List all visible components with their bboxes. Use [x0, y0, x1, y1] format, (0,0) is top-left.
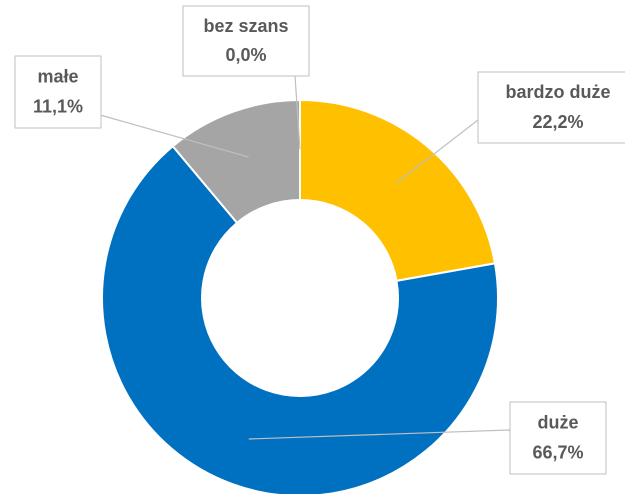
category-label: bez szans — [203, 16, 288, 36]
value-label: 66,7% — [532, 443, 583, 463]
category-label: duże — [537, 412, 578, 432]
category-label: bardzo duże — [505, 82, 610, 102]
value-label: 11,1% — [33, 97, 83, 117]
label-box — [182, 5, 310, 77]
label-box — [509, 401, 607, 475]
leader-line — [294, 75, 301, 150]
category-label: małe — [37, 66, 78, 86]
value-label: 22,2% — [532, 112, 583, 132]
donut-slice — [299, 98, 497, 283]
leader-line — [99, 114, 249, 158]
leader-line — [248, 429, 511, 440]
donut-slice — [101, 144, 499, 494]
value-label: 0,0% — [225, 45, 266, 65]
label-box — [477, 71, 625, 144]
leader-line — [395, 119, 479, 184]
label-box — [14, 55, 102, 129]
